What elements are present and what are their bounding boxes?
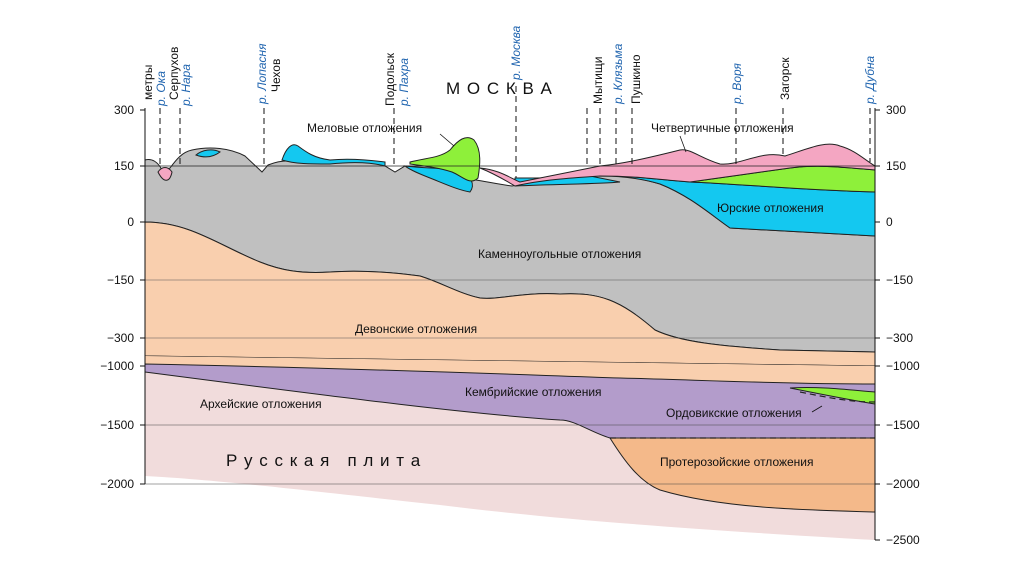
left-tick-150: 150 [114,159,134,173]
river-dubna: р. Дубна [863,55,877,105]
label-carboniferous: Каменноугольные отложения [478,247,641,261]
jurassic-patch-1 [281,144,386,167]
left-tick-m300: −300 [107,331,134,345]
city-label: М О С К В А [446,79,553,98]
right-tick-m150: −150 [886,273,913,287]
cretaceous-hill [409,137,481,182]
place-serpukhov: Серпухов [167,47,181,100]
right-tick-m2500: −2500 [886,533,920,547]
left-tick-m1500: −1500 [100,418,134,432]
label-archean: Архейские отложения [200,397,322,411]
right-tick-m1000: −1000 [886,359,920,373]
place-pushkino: Пушкино [629,54,643,104]
river-moskva: р. Москва [509,25,523,81]
label-jurassic: Юрские отложения [717,201,824,215]
left-tick-0: 0 [127,215,134,229]
left-tick-300: 300 [114,103,134,117]
right-tick-m2000: −2000 [886,477,920,491]
label-quaternary: Четвертичные отложения [651,121,794,135]
river-vorya: р. Воря [730,62,744,105]
label-cretaceous: Меловые отложения [307,121,422,135]
proterozoic-layer [609,437,876,513]
left-tick-m1000: −1000 [100,359,134,373]
place-zagorsk: Загорск [778,57,792,100]
devonian-layer [144,221,876,367]
label-ordovician: Ордовикские отложения [666,406,802,420]
cambrian-layer [144,363,876,439]
quaternary-patch [157,167,173,181]
river-pakhra: р. Пахра [397,58,411,107]
right-tick-0: 0 [886,215,893,229]
devonian-band-lower [145,356,875,384]
left-tick-m150: −150 [107,273,134,287]
right-tick-m300: −300 [886,331,913,345]
plate-label: Р у с с к а я п л и т а [226,451,421,470]
place-chekhov: Чехов [269,59,283,92]
right-tick-150: 150 [886,159,906,173]
units-label: метры [141,65,155,100]
right-tick-300: 300 [886,103,906,117]
place-mytishchi: Мытищи [591,57,605,104]
label-cambrian: Кембрийские отложения [465,385,602,399]
left-tick-m2000: −2000 [100,477,134,491]
place-podolsk: Подольск [383,52,397,106]
river-lopasnya: р. Лопасня [255,43,269,105]
label-proterozoic: Протерозойские отложения [660,455,814,469]
river-oka: р. Ока [154,71,168,107]
jurassic-patch-3 [195,149,221,158]
right-tick-m1500: −1500 [886,418,920,432]
river-nara: р. Нара [179,64,193,107]
label-devonian: Девонские отложения [355,322,477,336]
river-klyazma: р. Клязьма [611,43,625,105]
